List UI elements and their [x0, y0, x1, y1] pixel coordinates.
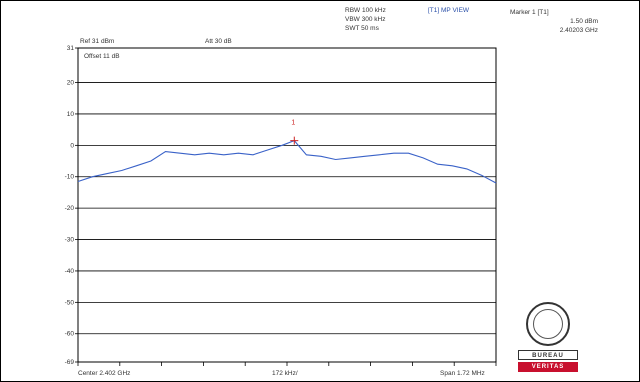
y-tick-label: -30 [65, 237, 75, 244]
offset-label: Offset 11 dB [84, 53, 120, 60]
logo-line1: BUREAU [518, 350, 578, 360]
y-tick-label: 31 [67, 45, 75, 52]
marker-freq: 2.40203 GHz [559, 27, 598, 34]
y-tick-label: 10 [67, 111, 75, 118]
y-tick-label: -10 [65, 174, 75, 181]
y-tick-label: -50 [65, 299, 75, 306]
swt-label: SWT 50 ms [345, 25, 379, 32]
attenuation-label: Att 30 dB [205, 38, 232, 45]
plot-area [77, 47, 497, 363]
spectrum-trace [77, 139, 497, 184]
span-per-division-label: 172 kHz/ [272, 370, 298, 377]
y-tick-label: -40 [65, 268, 75, 275]
y-tick-label: -60 [65, 331, 75, 338]
vbw-label: VBW 300 kHz [345, 16, 386, 23]
ref-level-label: Ref 31 dBm [80, 38, 115, 45]
center-frequency-label: Center 2.402 GHz [78, 370, 131, 377]
y-tick-label: 20 [67, 80, 75, 87]
y-tick-label: -69 [65, 359, 75, 366]
y-tick-label: -20 [65, 205, 75, 212]
rbw-label: RBW 100 kHz [345, 7, 386, 14]
y-tick-label: 0 [70, 142, 74, 149]
logo-line2: VERITAS [518, 362, 578, 372]
seal-emblem-icon [526, 302, 570, 346]
marker-label: 1 [291, 120, 295, 127]
bureau-veritas-logo: BUREAU VERITAS [516, 302, 580, 380]
span-label: Span 1.72 MHz [440, 370, 485, 377]
trace-mode-label: [T1] MP VIEW [428, 7, 470, 14]
marker-level: 1.50 dBm [570, 18, 598, 25]
marker-title: Marker 1 [T1] [510, 9, 549, 16]
